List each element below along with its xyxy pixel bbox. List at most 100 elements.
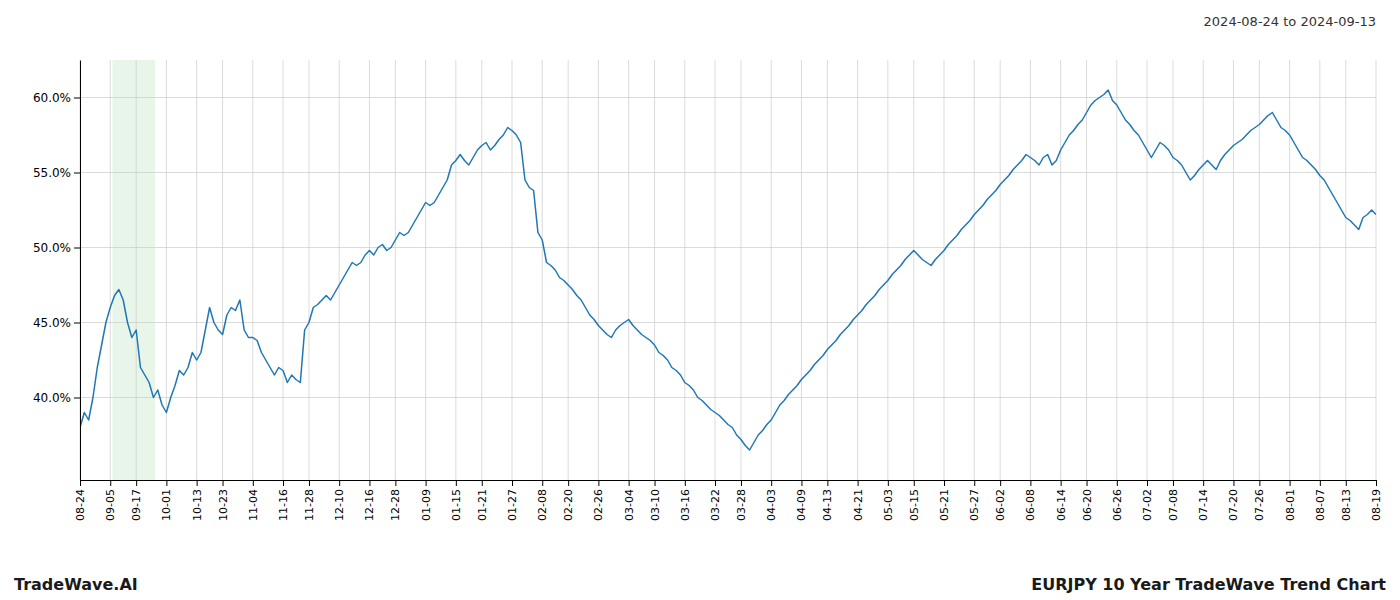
x-tick-mark bbox=[914, 480, 915, 486]
highlight-band bbox=[112, 60, 155, 480]
x-tick: 05-21 bbox=[938, 480, 951, 521]
x-tick: 10-01 bbox=[160, 480, 173, 521]
x-tick: 09-17 bbox=[130, 480, 143, 521]
x-tick-label: 05-03 bbox=[882, 489, 895, 521]
grid-line-x bbox=[1086, 60, 1087, 480]
x-tick-label: 10-13 bbox=[191, 489, 204, 521]
x-tick: 06-02 bbox=[994, 480, 1007, 521]
x-tick-mark bbox=[741, 480, 742, 486]
x-tick: 03-16 bbox=[679, 480, 692, 521]
grid-line-x bbox=[1376, 60, 1377, 480]
grid-line-x bbox=[1345, 60, 1346, 480]
x-tick-mark bbox=[223, 480, 224, 486]
x-tick: 02-26 bbox=[592, 480, 605, 521]
grid-line-x bbox=[857, 60, 858, 480]
x-tick: 03-28 bbox=[735, 480, 748, 521]
x-tick-label: 12-10 bbox=[333, 489, 346, 521]
x-tick-mark bbox=[888, 480, 889, 486]
y-tick-label: 40.0% bbox=[33, 391, 71, 405]
x-tick-mark bbox=[1203, 480, 1204, 486]
x-tick: 07-02 bbox=[1141, 480, 1154, 521]
y-tick-mark bbox=[74, 98, 80, 99]
grid-line-y bbox=[80, 97, 1376, 98]
x-tick: 07-26 bbox=[1253, 480, 1266, 521]
grid-line-x bbox=[425, 60, 426, 480]
x-tick-mark bbox=[1147, 480, 1148, 486]
y-tick-label: 45.0% bbox=[33, 316, 71, 330]
x-tick-mark bbox=[512, 480, 513, 486]
x-tick-label: 02-08 bbox=[536, 489, 549, 521]
y-tick: 55.0% bbox=[33, 166, 80, 180]
grid-line-x bbox=[1030, 60, 1031, 480]
grid-line-x bbox=[252, 60, 253, 480]
x-tick-mark bbox=[1000, 480, 1001, 486]
x-tick-label: 08-19 bbox=[1370, 489, 1383, 521]
x-tick: 01-15 bbox=[450, 480, 463, 521]
y-tick-mark bbox=[74, 323, 80, 324]
grid-line-x bbox=[1000, 60, 1001, 480]
x-tick: 04-13 bbox=[821, 480, 834, 521]
x-tick-label: 04-13 bbox=[821, 489, 834, 521]
grid-line-x bbox=[166, 60, 167, 480]
x-tick-label: 03-16 bbox=[679, 489, 692, 521]
x-axis-line bbox=[81, 480, 1377, 481]
x-tick-mark bbox=[426, 480, 427, 486]
y-tick-label: 60.0% bbox=[33, 91, 71, 105]
grid-line-x bbox=[568, 60, 569, 480]
y-tick-mark bbox=[74, 398, 80, 399]
x-tick-label: 01-09 bbox=[420, 489, 433, 521]
x-tick-label: 05-27 bbox=[968, 489, 981, 521]
x-tick-label: 08-24 bbox=[74, 489, 87, 521]
x-tick-mark bbox=[1376, 480, 1377, 486]
grid-line-x bbox=[80, 60, 81, 480]
x-tick-label: 04-21 bbox=[852, 489, 865, 521]
x-tick-mark bbox=[771, 480, 772, 486]
grid-line-x bbox=[1203, 60, 1204, 480]
x-tick-label: 01-27 bbox=[506, 489, 519, 521]
x-tick-label: 07-14 bbox=[1197, 489, 1210, 521]
x-tick: 01-09 bbox=[420, 480, 433, 521]
grid-line-x bbox=[654, 60, 655, 480]
x-tick: 12-28 bbox=[389, 480, 402, 521]
x-tick: 04-09 bbox=[795, 480, 808, 521]
x-tick-label: 11-16 bbox=[277, 489, 290, 521]
grid-line-x bbox=[512, 60, 513, 480]
x-tick-mark bbox=[1346, 480, 1347, 486]
x-tick-mark bbox=[166, 480, 167, 486]
x-tick: 02-20 bbox=[562, 480, 575, 521]
grid-line-x bbox=[1116, 60, 1117, 480]
x-tick-label: 03-22 bbox=[709, 489, 722, 521]
y-tick: 60.0% bbox=[33, 91, 80, 105]
x-tick-mark bbox=[1087, 480, 1088, 486]
grid-line-x bbox=[827, 60, 828, 480]
grid-line-x bbox=[196, 60, 197, 480]
y-tick: 45.0% bbox=[33, 316, 80, 330]
annotation: TradeWave.AI bbox=[14, 575, 138, 594]
grid-line-x bbox=[1147, 60, 1148, 480]
x-tick: 05-03 bbox=[882, 480, 895, 521]
grid-line-x bbox=[1233, 60, 1234, 480]
x-tick-mark bbox=[1061, 480, 1062, 486]
x-tick-label: 08-01 bbox=[1284, 489, 1297, 521]
x-tick: 06-26 bbox=[1111, 480, 1124, 521]
x-tick-label: 01-21 bbox=[476, 489, 489, 521]
x-tick: 01-27 bbox=[506, 480, 519, 521]
x-tick-label: 07-20 bbox=[1227, 489, 1240, 521]
x-tick-mark bbox=[1320, 480, 1321, 486]
x-tick-label: 05-15 bbox=[908, 489, 921, 521]
x-tick-label: 08-07 bbox=[1314, 489, 1327, 521]
x-tick: 07-14 bbox=[1197, 480, 1210, 521]
x-tick-mark bbox=[1030, 480, 1031, 486]
x-tick-mark bbox=[309, 480, 310, 486]
marks bbox=[80, 90, 1376, 450]
x-tick-label: 11-28 bbox=[303, 489, 316, 521]
x-tick-label: 02-26 bbox=[592, 489, 605, 521]
x-tick: 02-08 bbox=[536, 480, 549, 521]
x-tick-mark bbox=[395, 480, 396, 486]
x-tick-mark bbox=[136, 480, 137, 486]
x-tick-mark bbox=[974, 480, 975, 486]
x-tick-label: 05-21 bbox=[938, 489, 951, 521]
x-tick: 03-22 bbox=[709, 480, 722, 521]
x-tick-label: 12-28 bbox=[389, 489, 402, 521]
x-tick: 07-20 bbox=[1227, 480, 1240, 521]
